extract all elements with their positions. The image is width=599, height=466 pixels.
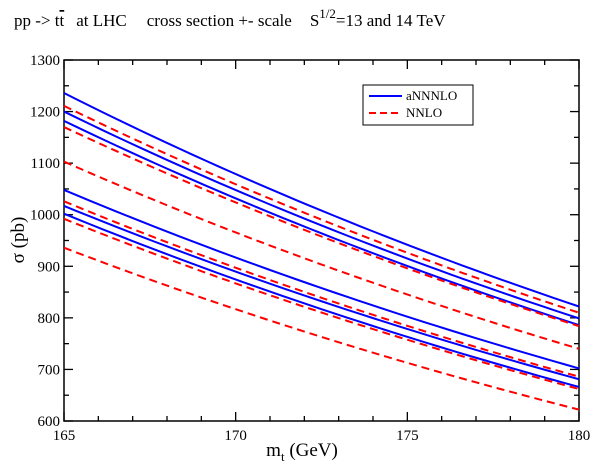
series-line-nnlo-6 — [63, 105, 580, 314]
legend: aNNNLO NNLO — [362, 84, 474, 126]
legend-label-nnlo: NNLO — [406, 105, 442, 120]
series-line-annnlo-5 — [63, 212, 580, 388]
y-tick-label: 1300 — [30, 53, 60, 69]
x-tick-label: 165 — [53, 428, 76, 444]
y-tick-label: 700 — [38, 362, 61, 378]
y-axis-label: σ (pb) — [8, 217, 29, 264]
axes: 165 170 175 180 600 700 800 900 1000 1100 1200 1300 — [30, 53, 590, 444]
series-line-annnlo-1 — [63, 110, 580, 320]
series-line-annnlo-4 — [63, 205, 580, 381]
y-tick-label: 800 — [38, 311, 61, 327]
title-bar-t: t — [59, 11, 64, 30]
y-tick-label: 1000 — [30, 208, 60, 224]
x-tick-label: 180 — [568, 428, 591, 444]
title-description: cross section +- scale — [147, 11, 292, 30]
x-tick-label: 175 — [396, 428, 419, 444]
x-tick-label: 170 — [224, 428, 247, 444]
x-axis-label-main: m — [266, 440, 281, 461]
title-energy-suffix: =13 and 14 TeV — [336, 11, 446, 30]
series-line-nnlo-10 — [63, 217, 580, 390]
series-line-nnlo-9 — [63, 200, 580, 378]
title-location: at LHC — [76, 11, 127, 30]
y-tick-label: 1100 — [31, 156, 60, 172]
x-axis-label-subscript: t — [281, 449, 285, 464]
series-line-nnlo-11 — [63, 246, 580, 411]
x-axis-label: mt (GeV) — [266, 440, 338, 464]
title-process: pp -> t — [14, 11, 60, 30]
series-line-nnlo-8 — [63, 160, 580, 350]
x-axis-label-unit: (GeV) — [285, 440, 338, 461]
chart-title: pp -> tt at LHC cross section +- scale S1/2… — [14, 6, 446, 30]
legend-box — [362, 84, 474, 126]
series-line-annnlo-3 — [63, 189, 580, 370]
series-layer — [63, 92, 580, 411]
y-tick-label: 600 — [38, 414, 61, 430]
y-tick-label: 1200 — [30, 105, 60, 121]
legend-label-annnlo: aNNNLO — [406, 88, 457, 103]
title-energy-exponent: 1/2 — [319, 6, 336, 21]
title-energy-prefix: S — [310, 11, 319, 30]
series-line-annnlo-2 — [63, 119, 580, 327]
y-tick-label: 900 — [38, 259, 61, 275]
series-line-nnlo-7 — [63, 126, 580, 328]
series-line-annnlo-0 — [63, 92, 580, 308]
